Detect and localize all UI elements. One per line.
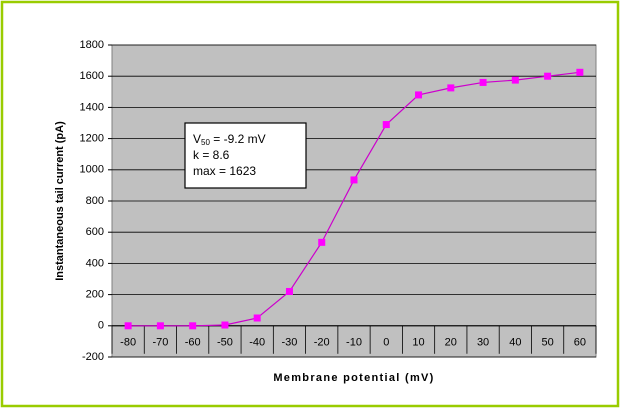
y-tick-label: 1400 <box>80 101 104 113</box>
y-tick-label: 200 <box>86 289 104 301</box>
x-tick-label: -70 <box>152 337 168 349</box>
y-tick-label: -200 <box>82 351 104 363</box>
data-point <box>447 84 455 92</box>
data-point <box>156 322 164 330</box>
annotation-line: max = 1623 <box>193 164 256 178</box>
x-tick-label: 10 <box>412 337 424 349</box>
x-tick-label: 0 <box>383 337 389 349</box>
x-tick-label: -20 <box>314 337 330 349</box>
data-point <box>511 76 519 84</box>
data-point <box>576 68 584 76</box>
x-tick-label: 50 <box>541 337 553 349</box>
annotation-box <box>184 122 307 189</box>
y-tick-label: 1200 <box>80 133 104 145</box>
y-tick-label: 1000 <box>80 164 104 176</box>
annotation-symbol: V <box>193 132 201 146</box>
y-tick-label: 600 <box>86 226 104 238</box>
y-axis-title: Instantaneous tail current (pA) <box>54 121 66 281</box>
data-point <box>285 287 293 295</box>
y-tick-label: 0 <box>98 320 104 332</box>
x-tick-label: 40 <box>509 337 521 349</box>
data-point <box>318 238 326 246</box>
x-tick-label: -40 <box>249 337 265 349</box>
y-tick-label: 800 <box>86 195 104 207</box>
data-point <box>124 322 132 330</box>
y-tick-label: 400 <box>86 257 104 269</box>
x-tick-label: 20 <box>445 337 457 349</box>
x-tick-label: -50 <box>217 337 233 349</box>
data-point <box>544 72 552 80</box>
annotation-subscript: 50 <box>201 138 210 147</box>
x-tick-label: -10 <box>346 337 362 349</box>
data-point <box>221 321 229 329</box>
x-axis-title: Membrane potential (mV) <box>273 372 434 384</box>
data-point <box>415 91 423 99</box>
x-tick-label: -80 <box>120 337 136 349</box>
x-tick-label: -60 <box>185 337 201 349</box>
annotation-rest: = -9.2 mV <box>210 132 266 146</box>
x-tick-label: -30 <box>282 337 298 349</box>
data-point <box>350 176 358 184</box>
data-point <box>382 121 390 129</box>
data-point <box>479 78 487 86</box>
x-tick-label: 60 <box>574 337 586 349</box>
marks <box>124 68 584 330</box>
data-point <box>189 322 197 330</box>
x-tick-label: 30 <box>477 337 489 349</box>
y-tick-label: 1600 <box>80 70 104 82</box>
y-tick-label: 1800 <box>80 39 104 51</box>
annotation-line: k = 8.6 <box>193 148 230 162</box>
annotation: V50 = -9.2 mV k = 8.6 max = 1623 <box>184 122 307 189</box>
data-point <box>253 314 261 322</box>
annotation-line: V50 = -9.2 mV <box>193 132 266 147</box>
